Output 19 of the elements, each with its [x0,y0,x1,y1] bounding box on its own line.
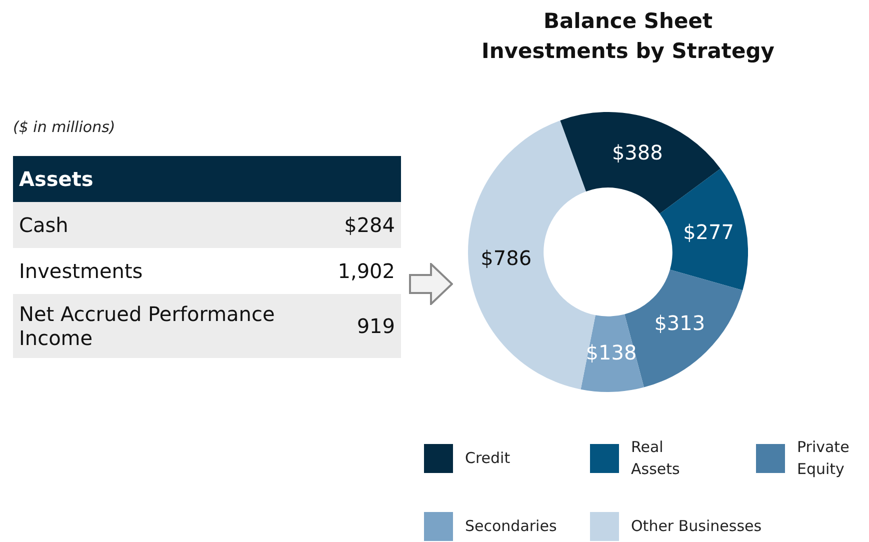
text: $284 [344,213,395,237]
text: Investments [19,258,144,285]
text: ($ in millions) [13,118,116,136]
chart-title: Balance Sheet Investments by Strategy [480,8,776,65]
legend-label: Secondaries [465,516,557,537]
legend-label: Private Equity [797,437,850,480]
text: Net Accrued Performance Income [19,301,276,352]
data-label: $138 [586,340,637,364]
data-label: $786 [480,246,532,270]
legend-label: Real Assets [631,437,681,480]
data-label: $313 [654,311,706,336]
legend-label: Credit [465,448,510,469]
text: Cash [19,212,70,239]
data-label: $277 [683,220,734,244]
text: 919 [356,314,395,338]
legend-label: Other Businesses [631,516,762,537]
data-label: $388 [612,140,663,164]
text: Assets [13,156,401,202]
text: 1,902 [338,259,395,283]
